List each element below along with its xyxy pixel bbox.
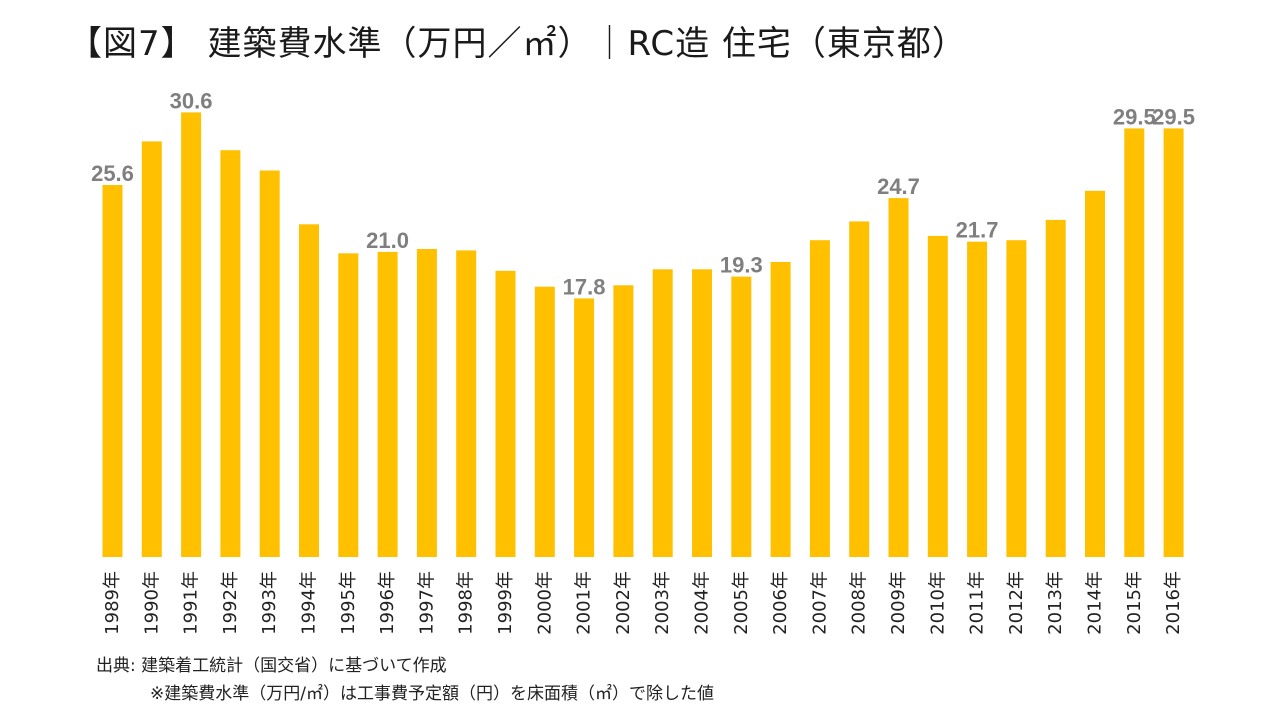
value-label-1991年: 30.6 — [170, 88, 213, 113]
source-note: 出典: 建築着工統計（国交省）に基づいて作成 — [96, 656, 447, 676]
calculation-note: ※建築費水準（万円/㎡）は工事費予定額（円）を床面積（㎡）で除した値 — [150, 684, 714, 704]
x-tick-label: 1992年 — [220, 571, 241, 635]
x-tick-label: 1989年 — [102, 571, 123, 635]
bar-2015年 — [1124, 128, 1145, 557]
bar-2014年 — [1085, 190, 1105, 558]
value-label-2016年: 29.5 — [1152, 104, 1195, 129]
bar-2001年 — [574, 298, 595, 557]
value-label-group: 25.6 30.6 21.0 17.8 19.3 24.7 21.7 29.529.5 — [91, 88, 1195, 299]
x-tick-label: 2003年 — [652, 571, 673, 635]
bar-1998年 — [456, 250, 477, 557]
value-label-2001年: 17.8 — [563, 274, 606, 299]
bar-2009年 — [888, 198, 909, 557]
bar-2006年 — [770, 262, 791, 557]
x-tick-label: 2006年 — [770, 571, 791, 635]
bar-1991年 — [181, 112, 202, 558]
value-label-2015年: 29.5 — [1113, 104, 1156, 129]
x-tick-label: 2010年 — [927, 571, 948, 635]
bar-1999年 — [495, 270, 516, 557]
bar-1995年 — [338, 253, 359, 558]
bar-2007年 — [809, 240, 830, 557]
value-label-2009年: 24.7 — [877, 174, 920, 199]
value-label-2011年: 21.7 — [956, 218, 999, 243]
bar-2011年 — [967, 241, 988, 557]
bar-2016年 — [1163, 128, 1184, 557]
value-label-1989年: 25.6 — [91, 161, 134, 186]
bar-2012年 — [1006, 240, 1027, 557]
x-tick-label: 2005年 — [731, 571, 752, 635]
x-tick-label: 1996年 — [377, 571, 398, 635]
bar-2013年 — [1045, 219, 1066, 557]
x-tick-label: 2004年 — [692, 571, 713, 635]
x-tick-label: 2008年 — [849, 571, 870, 635]
x-tick-label: 1998年 — [456, 571, 477, 635]
bar-2005年 — [731, 276, 752, 557]
x-tick-label: 1997年 — [416, 571, 437, 635]
value-label-1996年: 21.0 — [366, 228, 409, 253]
x-tick-label: 2015年 — [1124, 571, 1145, 635]
bar-1994年 — [299, 224, 319, 558]
chart-title: 【図7】 建築費水準（万円／㎡）｜RC造 住宅（東京都） — [68, 24, 967, 64]
bar-2000年 — [534, 286, 555, 557]
x-tick-label: 1990年 — [141, 571, 162, 635]
bar-1992年 — [220, 150, 241, 557]
bar-group — [102, 112, 1184, 558]
bar-2002年 — [613, 285, 634, 557]
bar-1989年 — [102, 185, 123, 557]
x-tick-label: 1991年 — [181, 571, 202, 635]
x-tick-label: 2011年 — [967, 571, 988, 635]
x-tick-label: 2013年 — [1045, 571, 1066, 635]
value-label-2005年: 19.3 — [720, 253, 763, 278]
x-tick-label: 2007年 — [809, 571, 830, 635]
bar-1990年 — [141, 141, 162, 557]
x-tick-label: 2014年 — [1085, 571, 1106, 635]
bar-2008年 — [849, 221, 870, 557]
x-tick-label: 1999年 — [495, 571, 516, 635]
bar-1996年 — [377, 251, 398, 557]
bar-1993年 — [259, 170, 280, 557]
bar-2010年 — [927, 235, 948, 557]
x-tick-label-group: 1989年 1990年 1991年 1992年 1993年 1994年 1995年 1996年… — [102, 571, 1184, 635]
bar-1997年 — [416, 249, 437, 557]
x-tick-label: 1995年 — [338, 571, 359, 635]
x-tick-label: 2016年 — [1163, 571, 1184, 635]
bar-2003年 — [652, 269, 673, 557]
x-tick-label: 2001年 — [574, 571, 595, 635]
bar-2004年 — [692, 269, 712, 557]
x-tick-label: 2002年 — [613, 571, 634, 635]
x-tick-label: 1993年 — [259, 571, 280, 635]
x-tick-label: 2000年 — [534, 571, 555, 635]
x-tick-label: 1994年 — [299, 571, 320, 635]
x-tick-label: 2009年 — [888, 571, 909, 635]
x-tick-label: 2012年 — [1006, 571, 1027, 635]
